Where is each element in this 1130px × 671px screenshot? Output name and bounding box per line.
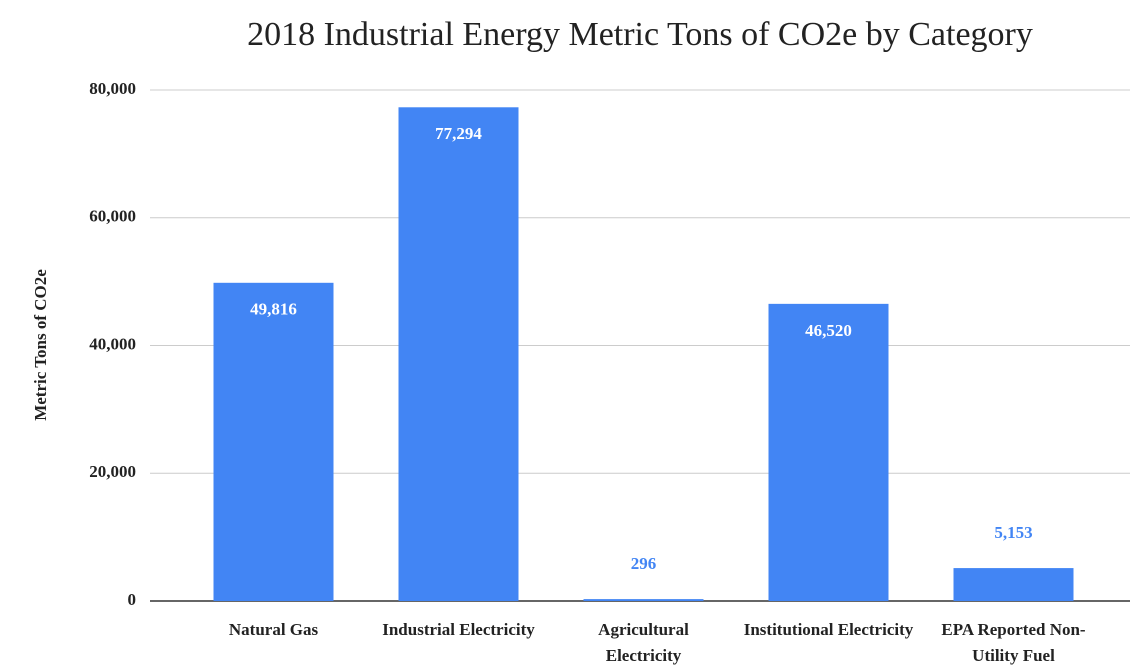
bar xyxy=(583,599,704,601)
y-tick-label: 20,000 xyxy=(89,462,136,481)
data-label: 296 xyxy=(631,554,657,573)
bar xyxy=(953,568,1074,601)
bar xyxy=(213,282,334,601)
y-tick-label: 40,000 xyxy=(89,334,136,353)
data-label: 77,294 xyxy=(435,124,482,143)
bar xyxy=(398,107,519,601)
bar xyxy=(768,303,889,601)
x-tick-label: EPA Reported Non-Utility Fuel xyxy=(941,620,1086,665)
x-tick-label: Natural Gas xyxy=(228,620,319,639)
y-tick-label: 60,000 xyxy=(89,207,136,226)
data-label: 46,520 xyxy=(805,321,852,340)
data-label: 49,816 xyxy=(250,300,297,319)
y-axis-label: Metric Tons of CO2e xyxy=(31,269,50,421)
chart-title: 2018 Industrial Energy Metric Tons of CO… xyxy=(247,16,1033,53)
data-label: 5,153 xyxy=(994,523,1032,542)
x-tick-label: Industrial Electricity xyxy=(382,620,535,639)
y-tick-label: 0 xyxy=(128,590,137,609)
x-tick-label: Agricultural Electricity xyxy=(598,620,689,665)
x-tick-label: Institutional Electricity xyxy=(743,620,914,639)
y-tick-label: 80,000 xyxy=(89,79,136,98)
